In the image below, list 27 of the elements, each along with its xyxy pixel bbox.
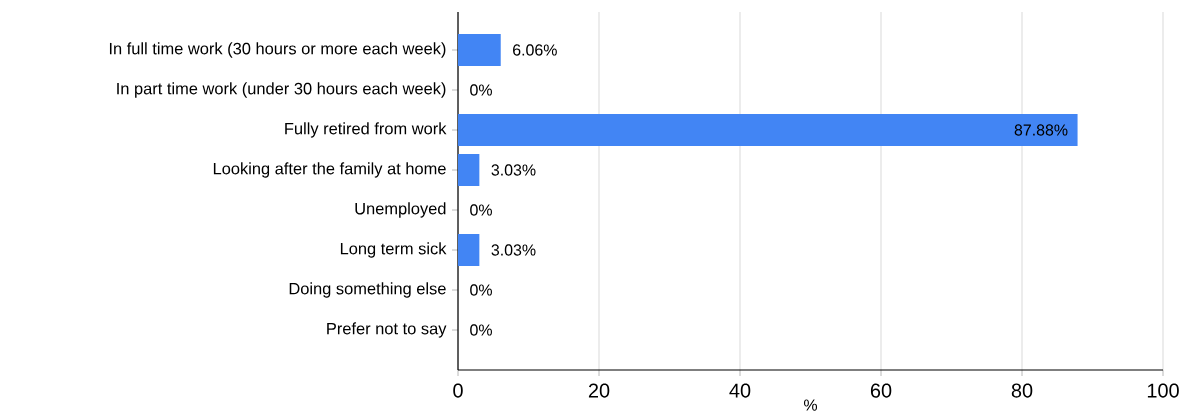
- data-label: 0%: [470, 324, 492, 336]
- data-label: 87.88%: [1014, 124, 1068, 136]
- data-label: 6.06%: [513, 44, 557, 56]
- y-tick-label: Doing something else: [289, 282, 446, 298]
- y-tick-label: Prefer not to say: [327, 322, 447, 338]
- data-label: 3.03%: [491, 164, 536, 176]
- bar: [458, 34, 501, 66]
- bar: [458, 114, 1078, 146]
- x-tick-label: 60: [870, 383, 892, 398]
- data-label: 0%: [470, 84, 492, 96]
- y-tick-label: Fully retired from work: [285, 122, 447, 138]
- y-tick-label: Unemployed: [355, 202, 446, 218]
- y-tick-label: Looking after the family at home: [213, 162, 446, 178]
- bar: [458, 154, 480, 186]
- data-label: 0%: [470, 284, 492, 296]
- x-axis-title: %: [803, 399, 818, 411]
- x-tick-label: 40: [729, 383, 751, 398]
- y-tick-label: In part time work (under 30 hours each week): [117, 82, 446, 98]
- data-label: 3.03%: [491, 244, 536, 256]
- x-tick-label: 0: [453, 383, 463, 398]
- y-tick-label: Long term sick: [340, 242, 447, 258]
- data-label: 0%: [470, 204, 492, 216]
- x-tick-label: 100: [1147, 383, 1179, 398]
- x-tick-label: 20: [588, 383, 610, 398]
- x-tick-label: 80: [1011, 383, 1033, 398]
- y-tick-label: In full time work (30 hours or more each week): [109, 42, 446, 58]
- bar: [458, 234, 480, 266]
